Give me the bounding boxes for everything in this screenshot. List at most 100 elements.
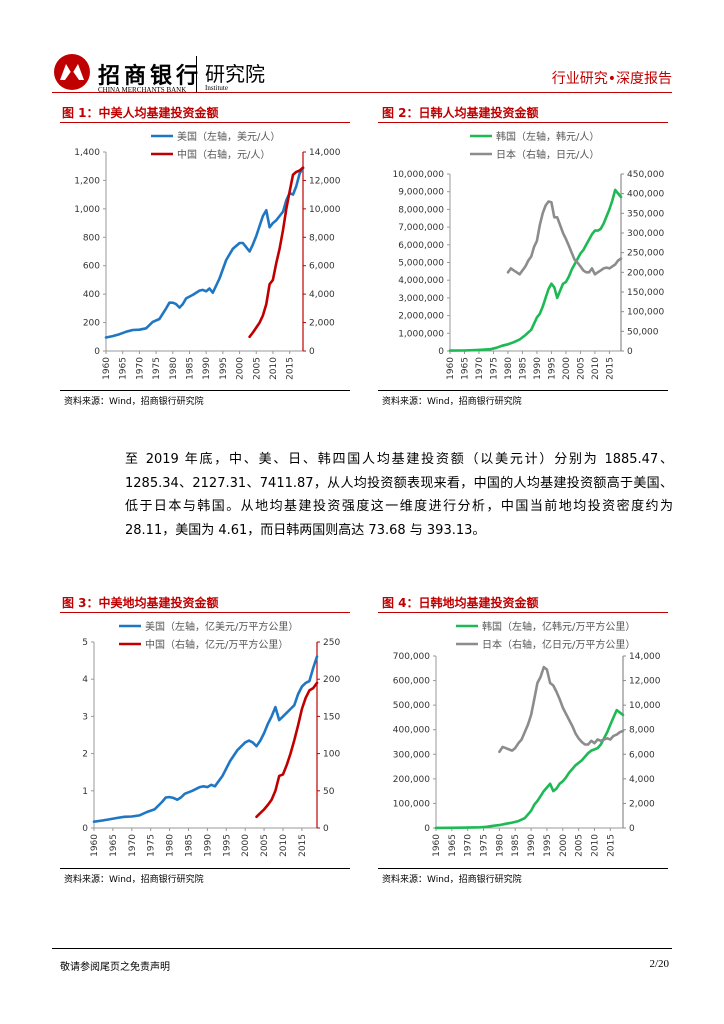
right-tick-label: 400,000 [627,190,664,200]
fig2-title-rule [378,122,668,123]
x-tick-label: 1960 [90,834,100,857]
series-line [255,681,319,819]
left-tick-label: 9,000,000 [398,188,444,198]
right-tick-label: 0 [627,347,633,357]
right-tick-label: 100,000 [627,308,664,318]
left-tick-label: 1,200 [74,176,100,186]
brand-name-en: CHINA MERCHANTS BANK [98,86,187,94]
left-tick-label: 5,000,000 [398,259,444,269]
fig3-title: 图 3：中美地均基建投资金额 [62,596,219,610]
right-tick-label: 250 [323,638,340,648]
right-tick-label: 8,000 [309,233,335,243]
left-tick-label: 400 [83,290,100,300]
right-tick-label: 2,000 [309,319,335,329]
x-tick-label: 1965 [119,357,129,380]
brand-name: 招商银行 [98,63,203,89]
x-tick-label: 1985 [184,834,194,857]
x-tick-label: 1975 [480,834,490,857]
x-tick-label: 1975 [489,357,499,380]
left-tick-label: 1,000 [74,205,100,215]
left-tick-label: 600 [83,262,100,272]
right-tick-label: 150,000 [627,288,664,298]
fig3-source: 资料来源：Wind，招商银行研究院 [64,875,204,885]
fig2-source-rule [378,390,668,391]
x-tick-label: 1965 [448,834,458,857]
left-tick-label: 3,000,000 [398,294,444,304]
left-tick-label: 1,400 [74,148,100,158]
fig1-title: 图 1：中美人均基建投资金额 [62,106,219,120]
x-tick-label: 1985 [511,834,521,857]
left-tick-label: 4 [82,675,88,685]
left-tick-label: 1,000,000 [398,329,444,339]
right-tick-label: 14,000 [309,148,341,158]
body-paragraph: 至 2019 年底，中、美、日、韩四国人均基建投资额（以美元计）分别为 1885… [125,452,673,538]
left-tick-label: 10,000,000 [392,170,444,180]
x-tick-label: 1975 [147,834,157,857]
header-separator [196,56,197,92]
x-tick-label: 1970 [135,357,145,380]
x-tick-label: 1960 [446,357,456,380]
x-tick-label: 1980 [504,357,514,380]
x-tick-label: 1990 [203,834,213,857]
right-tick-label: 10,000 [309,205,341,215]
page-number: 2/20 [649,958,669,970]
left-tick-label: 1 [82,787,88,797]
left-tick-label: 100,000 [393,799,430,809]
series-line [92,655,319,823]
left-tick-label: 400,000 [393,726,430,736]
left-tick-label: 0 [94,347,100,357]
right-tick-label: 12,000 [309,176,341,186]
x-tick-label: 1990 [202,357,212,380]
x-tick-label: 2005 [575,834,585,857]
left-tick-label: 0 [424,824,430,834]
right-tick-label: 10,000 [629,701,661,711]
x-tick-label: 1970 [475,357,485,380]
fig1-title-rule [60,122,350,123]
cmb-logo [54,54,90,90]
x-tick-label: 2000 [241,834,251,857]
x-tick-label: 2005 [260,834,270,857]
right-tick-label: 100 [323,750,340,760]
right-tick-label: 4,000 [309,290,335,300]
x-tick-label: 1960 [102,357,112,380]
right-tick-label: 4,000 [629,775,655,785]
left-tick-label: 200 [83,319,100,329]
fig4-source-rule [378,868,668,869]
fig1-source: 资料来源：Wind，招商银行研究院 [64,397,204,407]
x-tick-label: 2000 [559,834,569,857]
fig3-source-rule [60,868,350,869]
x-tick-label: 1985 [185,357,195,380]
right-tick-label: 14,000 [629,652,661,662]
right-tick-label: 0 [629,824,635,834]
left-tick-label: 700,000 [393,652,430,662]
x-tick-label: 1985 [518,357,528,380]
right-tick-label: 300,000 [627,229,664,239]
x-tick-label: 1995 [222,834,232,857]
x-tick-label: 2000 [562,357,572,380]
left-tick-label: 200,000 [393,775,430,785]
x-tick-label: 2015 [605,357,615,380]
fig1-chart: 0 200 400 600 800 1,000 1,200 1,400 0 2,000 4,000 6… [74,130,341,380]
x-tick-label: 1995 [547,357,557,380]
right-tick-label: 6,000 [309,262,335,272]
left-tick-label: 300,000 [393,750,430,760]
left-tick-label: 7,000,000 [398,223,444,233]
x-tick-label: 1995 [219,357,229,380]
left-tick-label: 3 [82,712,88,722]
right-tick-label: 150 [323,712,340,722]
x-tick-label: 1975 [152,357,162,380]
right-tick-label: 350,000 [627,209,664,219]
right-tick-label: 12,000 [629,677,661,687]
legend-label: 美国（左轴，美元/人） [177,130,280,143]
fig4-title: 图 4：日韩地均基建投资金额 [382,596,539,610]
right-tick-label: 200 [323,675,340,685]
x-tick-label: 1980 [495,834,505,857]
fig2-title: 图 2：日韩人均基建投资金额 [382,106,539,120]
left-tick-label: 500,000 [393,701,430,711]
right-tick-label: 450,000 [627,170,664,180]
right-tick-label: 50,000 [627,327,659,337]
series-line [248,166,305,339]
fig4-chart: 0 100,000 200,000 300,000 400,000 500,000 600,… [393,620,661,857]
right-tick-label: 2,000 [629,799,655,809]
